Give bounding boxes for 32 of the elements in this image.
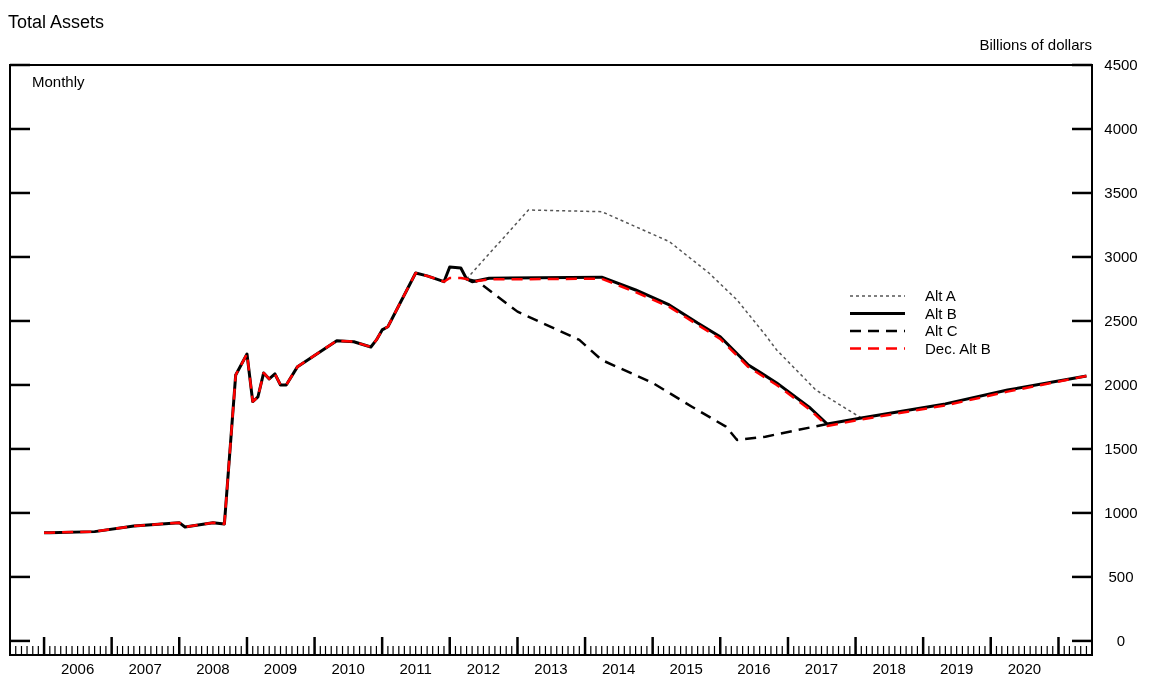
legend-label: Alt C — [925, 322, 958, 339]
x-tick-label: 2020 — [1007, 660, 1042, 677]
x-tick-label: 2011 — [399, 660, 432, 677]
chart-title: Total Assets — [8, 12, 105, 32]
y-tick-label: 3000 — [1104, 247, 1138, 265]
y-axis-title: Billions of dollars — [979, 36, 1092, 53]
x-tick-label: 2013 — [534, 660, 568, 677]
x-tick-label: 2018 — [872, 660, 906, 677]
x-tick-label: 2010 — [331, 660, 365, 677]
y-tick-label: 0 — [1116, 631, 1126, 649]
legend-label: Dec. Alt B — [925, 339, 991, 357]
x-tick-label: 2008 — [196, 660, 230, 677]
y-tick-label: 1500 — [1104, 439, 1138, 457]
y-tick-label: 4000 — [1104, 119, 1138, 137]
legend-label: Alt B — [925, 304, 957, 322]
y-tick-label: 3500 — [1104, 183, 1138, 201]
x-tick-label: 2019 — [939, 660, 974, 677]
x-tick-label: 2015 — [669, 660, 703, 677]
legend-label: Alt A — [925, 287, 956, 304]
y-tick-label: 1000 — [1104, 503, 1138, 521]
annotation: Monthly — [32, 73, 86, 90]
y-tick-label: 2500 — [1104, 311, 1138, 329]
y-tick-label: 4500 — [1104, 56, 1138, 73]
x-tick-label: 2009 — [263, 660, 298, 677]
y-tick-label: 500 — [1108, 567, 1134, 585]
y-tick-label: 2000 — [1104, 375, 1138, 393]
x-tick-label: 2016 — [737, 660, 771, 677]
x-tick-label: 2012 — [466, 660, 501, 677]
x-tick-label: 2007 — [128, 660, 162, 677]
x-tick-label: 2006 — [60, 660, 95, 677]
x-tick-label: 2014 — [601, 660, 636, 677]
x-tick-label: 2017 — [804, 660, 839, 677]
